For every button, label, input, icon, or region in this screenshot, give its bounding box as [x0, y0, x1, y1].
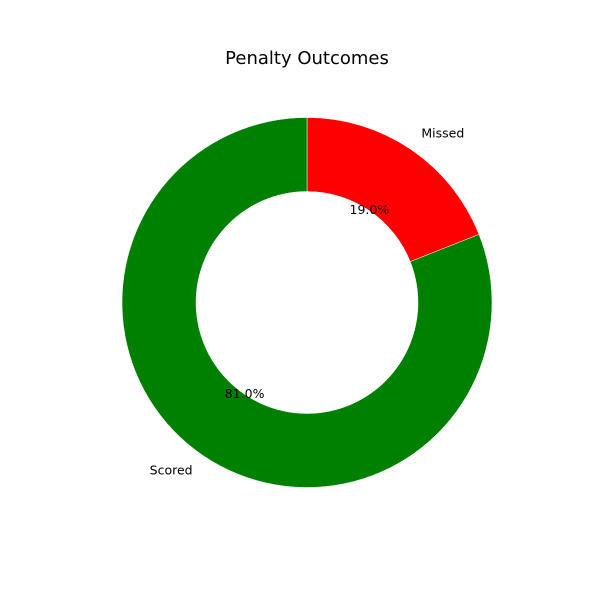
slice-scored: [121, 117, 493, 488]
labels-group: Missed 19.0% Scored 81.0%: [150, 126, 465, 478]
slice-label-scored: Scored: [150, 462, 193, 477]
chart-title: Penalty Outcomes: [225, 48, 389, 69]
slices-group: [121, 117, 493, 488]
slice-label-missed: Missed: [421, 126, 464, 141]
value-label-scored: 81.0%: [225, 386, 265, 401]
value-label-missed: 19.0%: [350, 202, 390, 217]
